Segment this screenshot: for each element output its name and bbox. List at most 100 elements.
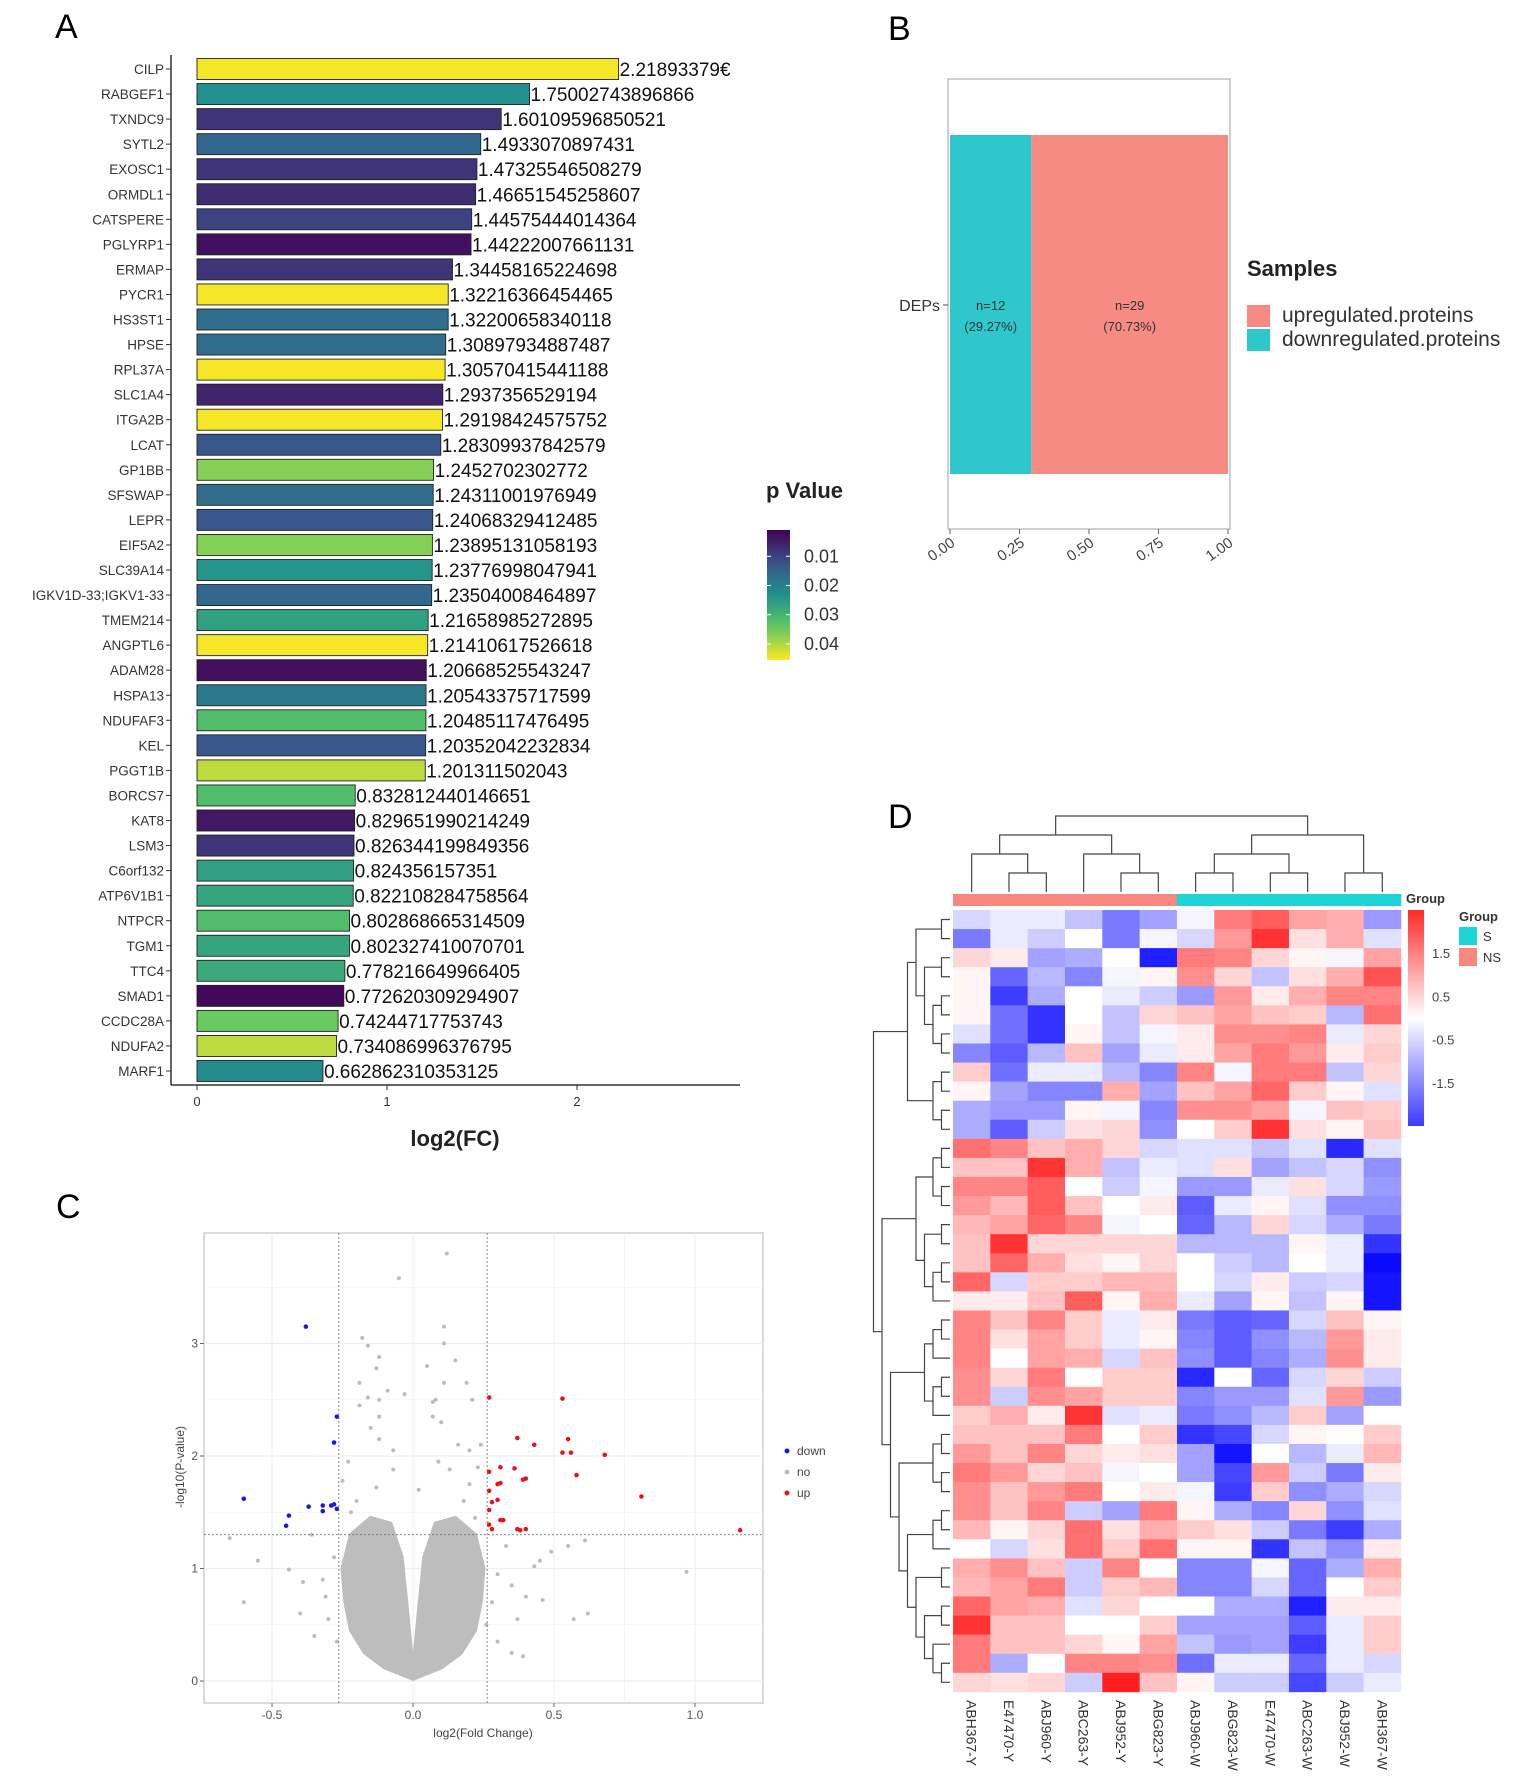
gene-label: LCAT xyxy=(130,438,164,453)
heatmap-cell xyxy=(1214,1272,1252,1292)
point-up xyxy=(500,1517,506,1523)
heatmap-cell xyxy=(1251,1176,1290,1197)
heatmap-cell xyxy=(1363,1253,1402,1273)
column-label: ABG823-W xyxy=(1225,1700,1241,1772)
bar-LCAT xyxy=(196,433,442,456)
heatmap-cell xyxy=(1288,1577,1327,1597)
heatmap-cell xyxy=(1214,1081,1252,1101)
heatmap-cell xyxy=(1288,1138,1327,1159)
heatmap-cell xyxy=(1027,1196,1066,1216)
heatmap-cell xyxy=(1251,1653,1290,1674)
heatmap-cell xyxy=(953,1482,991,1502)
heatmap-cell xyxy=(1139,1386,1178,1407)
panel-b-stacked-bar: n=12 (29.27%) n=29 (70.73%) DEPs 0.00 0.25 0.… xyxy=(899,78,1500,565)
heatmap-cell xyxy=(1027,1501,1066,1521)
bar-ATP6V1B1 xyxy=(196,884,354,907)
x-tick-label: 1.00 xyxy=(1203,534,1237,565)
bar-ORMDL1 xyxy=(196,183,477,206)
heatmap-cell xyxy=(1214,1291,1252,1311)
point-no xyxy=(684,1569,689,1574)
heatmap-cell xyxy=(1176,1310,1215,1330)
heatmap-cell xyxy=(1064,1501,1103,1521)
heatmap-cell xyxy=(990,1482,1028,1502)
heatmap-cell xyxy=(1064,1520,1103,1540)
heatmap-cell xyxy=(1326,1176,1364,1197)
colorbar-tick-label: 0.5 xyxy=(1432,989,1450,1004)
heatmap-cell xyxy=(953,1043,991,1063)
bar-value-label: 1.23776998047941 xyxy=(433,561,597,582)
gene-label: ANGPTL6 xyxy=(102,638,164,653)
legend-label: down xyxy=(797,1444,826,1458)
heatmap-cell xyxy=(1288,1119,1327,1140)
heatmap-cell xyxy=(1251,1234,1290,1254)
bar-SFSWAP xyxy=(196,483,434,506)
heatmap-cell xyxy=(1326,910,1364,930)
heatmap-cell xyxy=(990,1291,1028,1311)
heatmap-cell xyxy=(953,967,991,987)
heatmap-cell xyxy=(990,1005,1028,1025)
heatmap-cell xyxy=(1102,1577,1140,1597)
point-no xyxy=(433,1397,438,1402)
heatmap-cell xyxy=(953,1405,991,1426)
heatmap-cell xyxy=(1027,1348,1066,1368)
point-no xyxy=(360,1335,365,1340)
heatmap-cell xyxy=(1288,1081,1327,1101)
heatmap-cell xyxy=(1176,1253,1215,1273)
column-label: ABH367-Y xyxy=(964,1700,980,1767)
heatmap-cell xyxy=(1139,1119,1178,1140)
bar-value-label: 1.47325546508279 xyxy=(478,160,642,181)
dendrogram-branch xyxy=(1055,815,1309,835)
heatmap-cell xyxy=(1363,1176,1402,1197)
heatmap-cell xyxy=(1363,1348,1402,1368)
heatmap-cell xyxy=(953,1157,991,1178)
heatmap-cell xyxy=(1027,1386,1066,1407)
heatmap-cell xyxy=(1064,1024,1103,1044)
heatmap-cell xyxy=(1064,1138,1103,1159)
heatmap-cell xyxy=(1139,1100,1178,1121)
group-annotation-S xyxy=(1251,894,1290,906)
heatmap-cell xyxy=(990,986,1028,1006)
heatmap-cell xyxy=(1139,1577,1178,1597)
dendrogram-branch xyxy=(872,1030,908,1333)
heatmap-cell xyxy=(1288,1272,1327,1292)
heatmap-cell xyxy=(1326,948,1364,968)
dendrogram-branch xyxy=(881,1218,916,1446)
heatmap-cell xyxy=(1176,1100,1215,1121)
point-no xyxy=(402,1392,407,1397)
heatmap-cell xyxy=(1214,1196,1252,1216)
bar-ITGA2B xyxy=(196,408,443,431)
heatmap-cell xyxy=(1139,1405,1178,1426)
x-tick-label: 0.75 xyxy=(1133,534,1167,565)
heatmap-cell xyxy=(953,1596,991,1616)
point-up xyxy=(602,1452,608,1458)
point-up xyxy=(486,1395,492,1400)
heatmap-cell xyxy=(1176,1157,1215,1178)
heatmap-cell xyxy=(1102,1005,1140,1025)
heatmap-cell xyxy=(990,1672,1028,1693)
heatmap-cell xyxy=(1139,1653,1178,1674)
bar-TMEM214 xyxy=(196,609,429,632)
heatmap-cell xyxy=(953,1386,991,1407)
legend-marker-down xyxy=(784,1448,790,1454)
legend-swatch-S xyxy=(1459,927,1477,945)
point-no xyxy=(461,1499,466,1503)
legend-swatch xyxy=(1247,329,1270,351)
point-no xyxy=(391,1448,396,1453)
bar-value-label: 1.44575444014364 xyxy=(473,210,637,231)
gene-label: ERMAP xyxy=(116,262,164,277)
heatmap-cell xyxy=(1102,1043,1140,1063)
heatmap-cell xyxy=(1326,1005,1364,1025)
dendrogram-branch xyxy=(940,957,950,978)
point-down xyxy=(283,1523,289,1529)
gene-label: LEPR xyxy=(129,513,165,528)
heatmap-cell xyxy=(1214,1482,1252,1502)
heatmap-cell xyxy=(1176,1215,1215,1235)
heatmap-cell xyxy=(953,910,991,930)
column-label: ABH367-W xyxy=(1374,1700,1390,1771)
heatmap-cell xyxy=(1288,929,1327,949)
point-no xyxy=(484,1622,489,1627)
heatmap-cell xyxy=(1288,1596,1327,1616)
group-annotation-NS xyxy=(1064,894,1103,906)
heatmap-cell xyxy=(1102,1539,1140,1559)
bar-CCDC28A xyxy=(196,1009,339,1032)
